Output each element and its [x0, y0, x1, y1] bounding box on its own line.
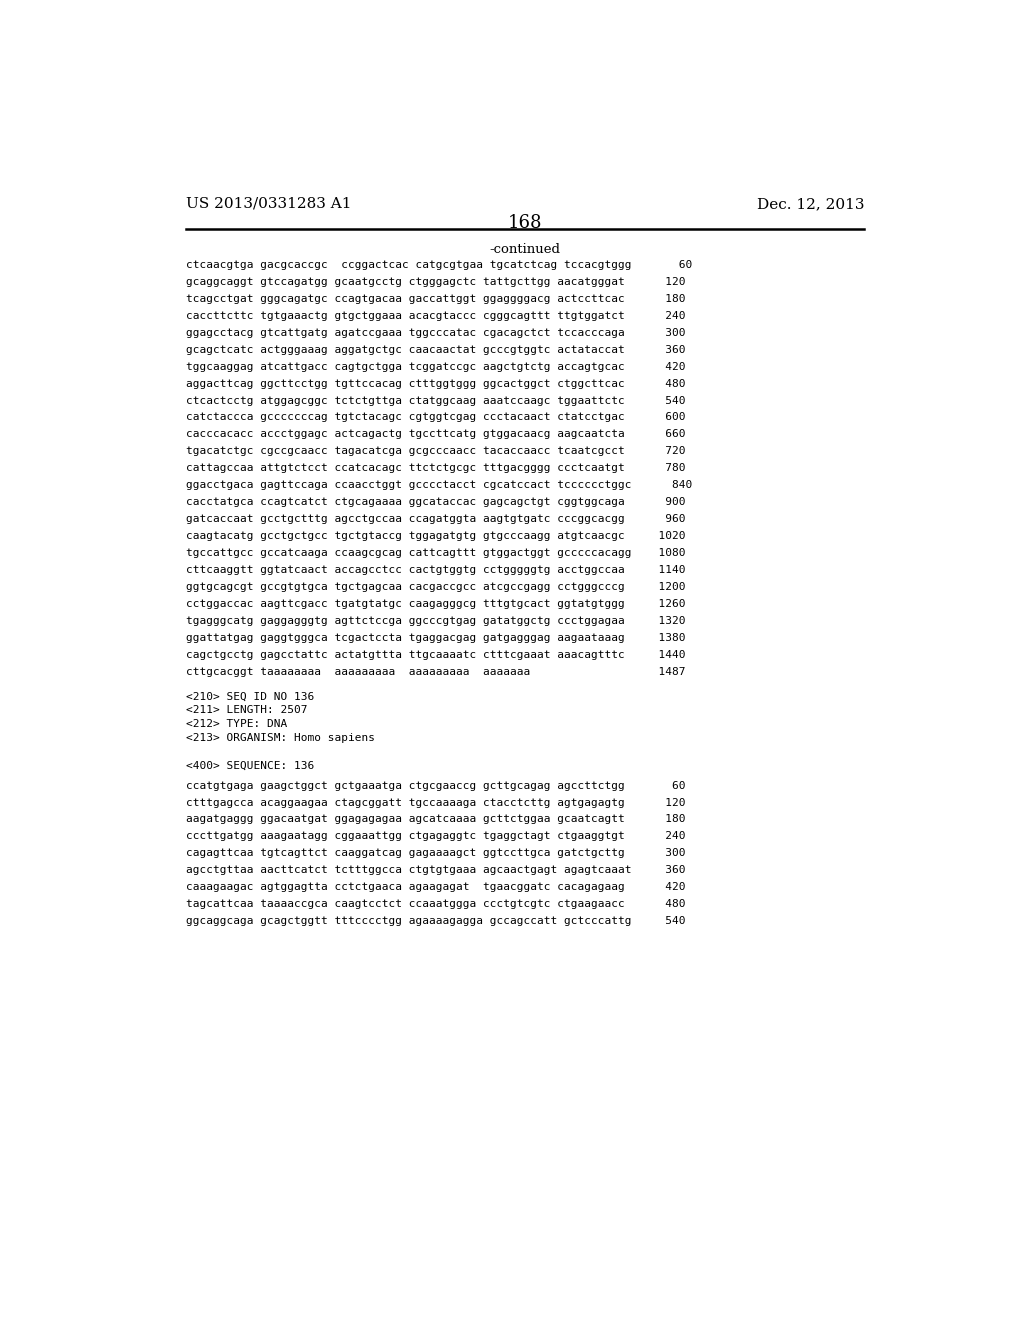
Text: cagctgcctg gagcctattc actatgttta ttgcaaaatc ctttcgaaat aaacagtttc     1440: cagctgcctg gagcctattc actatgttta ttgcaaa…: [186, 649, 686, 660]
Text: ggcaggcaga gcagctggtt tttcccctgg agaaaagagga gccagccatt gctcccattg     540: ggcaggcaga gcagctggtt tttcccctgg agaaaag…: [186, 916, 686, 927]
Text: <400> SEQUENCE: 136: <400> SEQUENCE: 136: [186, 760, 314, 771]
Text: gcaggcaggt gtccagatgg gcaatgcctg ctgggagctc tattgcttgg aacatgggat      120: gcaggcaggt gtccagatgg gcaatgcctg ctgggag…: [186, 277, 686, 286]
Text: Dec. 12, 2013: Dec. 12, 2013: [757, 197, 864, 211]
Text: caccttcttc tgtgaaactg gtgctggaaa acacgtaccc cgggcagttt ttgtggatct      240: caccttcttc tgtgaaactg gtgctggaaa acacgta…: [186, 312, 686, 321]
Text: ctcactcctg atggagcggc tctctgttga ctatggcaag aaatccaagc tggaattctc      540: ctcactcctg atggagcggc tctctgttga ctatggc…: [186, 396, 686, 405]
Text: cagagttcaa tgtcagttct caaggatcag gagaaaagct ggtccttgca gatctgcttg      300: cagagttcaa tgtcagttct caaggatcag gagaaaa…: [186, 849, 686, 858]
Text: <211> LENGTH: 2507: <211> LENGTH: 2507: [186, 705, 307, 715]
Text: catctaccca gcccccccag tgtctacagc cgtggtcgag ccctacaact ctatcctgac      600: catctaccca gcccccccag tgtctacagc cgtggtc…: [186, 412, 686, 422]
Text: ggagcctacg gtcattgatg agatccgaaa tggcccatac cgacagctct tccacccaga      300: ggagcctacg gtcattgatg agatccgaaa tggccca…: [186, 327, 686, 338]
Text: caaagaagac agtggagtta cctctgaaca agaagagat  tgaacggatc cacagagaag      420: caaagaagac agtggagtta cctctgaaca agaagag…: [186, 882, 686, 892]
Text: tgccattgcc gccatcaaga ccaagcgcag cattcagttt gtggactggt gcccccacagg    1080: tgccattgcc gccatcaaga ccaagcgcag cattcag…: [186, 548, 686, 558]
Text: tgagggcatg gaggagggtg agttctccga ggcccgtgag gatatggctg ccctggagaa     1320: tgagggcatg gaggagggtg agttctccga ggcccgt…: [186, 615, 686, 626]
Text: -continued: -continued: [489, 243, 560, 256]
Text: cccttgatgg aaagaatagg cggaaattgg ctgagaggtc tgaggctagt ctgaaggtgt      240: cccttgatgg aaagaatagg cggaaattgg ctgagag…: [186, 832, 686, 841]
Text: aagatgaggg ggacaatgat ggagagagaa agcatcaaaa gcttctggaa gcaatcagtt      180: aagatgaggg ggacaatgat ggagagagaa agcatca…: [186, 814, 686, 825]
Text: cacccacacc accctggagc actcagactg tgccttcatg gtggacaacg aagcaatcta      660: cacccacacc accctggagc actcagactg tgccttc…: [186, 429, 686, 440]
Text: cacctatgca ccagtcatct ctgcagaaaa ggcataccac gagcagctgt cggtggcaga      900: cacctatgca ccagtcatct ctgcagaaaa ggcatac…: [186, 498, 686, 507]
Text: tgacatctgc cgccgcaacc tagacatcga gcgcccaacc tacaccaacc tcaatcgcct      720: tgacatctgc cgccgcaacc tagacatcga gcgccca…: [186, 446, 686, 457]
Text: caagtacatg gcctgctgcc tgctgtaccg tggagatgtg gtgcccaagg atgtcaacgc     1020: caagtacatg gcctgctgcc tgctgtaccg tggagat…: [186, 531, 686, 541]
Text: cattagccaa attgtctcct ccatcacagc ttctctgcgc tttgacgggg ccctcaatgt      780: cattagccaa attgtctcct ccatcacagc ttctctg…: [186, 463, 686, 474]
Text: ggacctgaca gagttccaga ccaacctggt gcccctacct cgcatccact tcccccctggc      840: ggacctgaca gagttccaga ccaacctggt gccccta…: [186, 480, 692, 490]
Text: gcagctcatc actgggaaag aggatgctgc caacaactat gcccgtggtc actataccat      360: gcagctcatc actgggaaag aggatgctgc caacaac…: [186, 345, 686, 355]
Text: tagcattcaa taaaaccgca caagtcctct ccaaatggga ccctgtcgtc ctgaagaacc      480: tagcattcaa taaaaccgca caagtcctct ccaaatg…: [186, 899, 686, 909]
Text: ctcaacgtga gacgcaccgc  ccggactcac catgcgtgaa tgcatctcag tccacgtggg       60: ctcaacgtga gacgcaccgc ccggactcac catgcgt…: [186, 260, 692, 271]
Text: <213> ORGANISM: Homo sapiens: <213> ORGANISM: Homo sapiens: [186, 733, 375, 743]
Text: ccatgtgaga gaagctggct gctgaaatga ctgcgaaccg gcttgcagag agccttctgg       60: ccatgtgaga gaagctggct gctgaaatga ctgcgaa…: [186, 780, 686, 791]
Text: 168: 168: [508, 214, 542, 232]
Text: aggacttcag ggcttcctgg tgttccacag ctttggtggg ggcactggct ctggcttcac      480: aggacttcag ggcttcctgg tgttccacag ctttggt…: [186, 379, 686, 388]
Text: <212> TYPE: DNA: <212> TYPE: DNA: [186, 719, 288, 729]
Text: US 2013/0331283 A1: US 2013/0331283 A1: [186, 197, 351, 211]
Text: gatcaccaat gcctgctttg agcctgccaa ccagatggta aagtgtgatc cccggcacgg      960: gatcaccaat gcctgctttg agcctgccaa ccagatg…: [186, 515, 686, 524]
Text: ggattatgag gaggtgggca tcgactccta tgaggacgag gatgagggag aagaataaag     1380: ggattatgag gaggtgggca tcgactccta tgaggac…: [186, 632, 686, 643]
Text: tcagcctgat gggcagatgc ccagtgacaa gaccattggt ggaggggacg actccttcac      180: tcagcctgat gggcagatgc ccagtgacaa gaccatt…: [186, 294, 686, 304]
Text: ctttgagcca acaggaagaa ctagcggatt tgccaaaaga ctacctcttg agtgagagtg      120: ctttgagcca acaggaagaa ctagcggatt tgccaaa…: [186, 797, 686, 808]
Text: ggtgcagcgt gccgtgtgca tgctgagcaa cacgaccgcc atcgccgagg cctgggcccg     1200: ggtgcagcgt gccgtgtgca tgctgagcaa cacgacc…: [186, 582, 686, 591]
Text: agcctgttaa aacttcatct tctttggcca ctgtgtgaaa agcaactgagt agagtcaaat     360: agcctgttaa aacttcatct tctttggcca ctgtgtg…: [186, 866, 686, 875]
Text: tggcaaggag atcattgacc cagtgctgga tcggatccgc aagctgtctg accagtgcac      420: tggcaaggag atcattgacc cagtgctgga tcggatc…: [186, 362, 686, 372]
Text: cttcaaggtt ggtatcaact accagcctcc cactgtggtg cctgggggtg acctggccaa     1140: cttcaaggtt ggtatcaact accagcctcc cactgtg…: [186, 565, 686, 576]
Text: cctggaccac aagttcgacc tgatgtatgc caagagggcg tttgtgcact ggtatgtggg     1260: cctggaccac aagttcgacc tgatgtatgc caagagg…: [186, 599, 686, 609]
Text: <210> SEQ ID NO 136: <210> SEQ ID NO 136: [186, 692, 314, 701]
Text: cttgcacggt taaaaaaaa  aaaaaaaaa  aaaaaaaaa  aaaaaaa                   1487: cttgcacggt taaaaaaaa aaaaaaaaa aaaaaaaaa…: [186, 667, 686, 677]
